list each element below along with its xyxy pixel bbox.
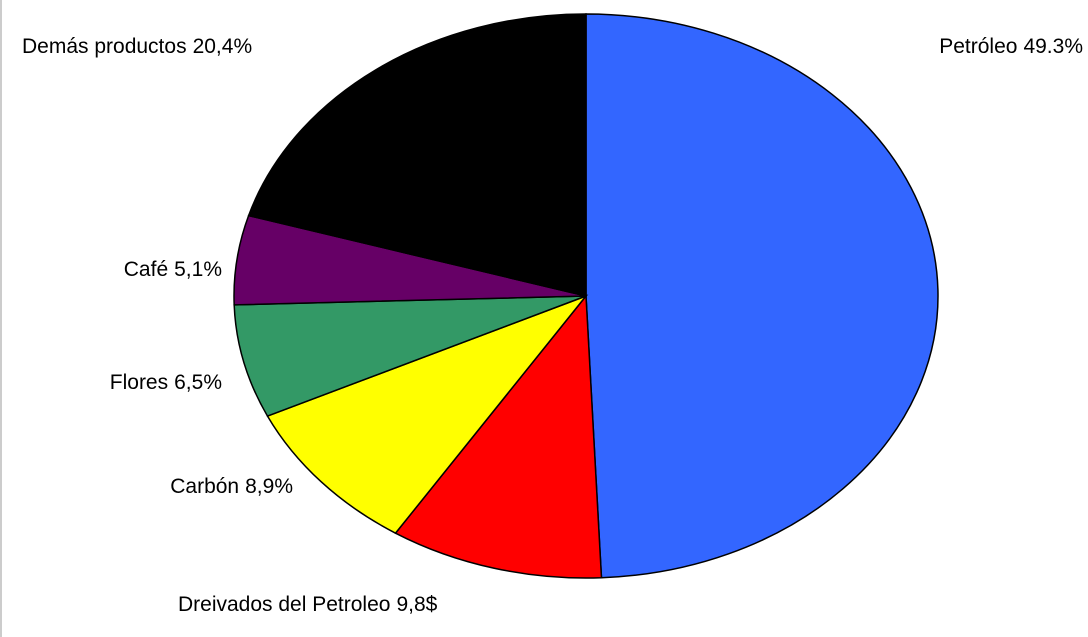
pie-slice [394, 294, 603, 579]
slice-label: Flores 6,5% [110, 371, 222, 394]
slice-label: Petróleo 49.3% [939, 35, 1083, 58]
slice-label: Carbón 8,9% [170, 475, 293, 498]
value-label: 9,8$ [396, 593, 437, 616]
value-label: 5,1% [174, 258, 222, 281]
pie-slice [247, 13, 587, 297]
slice-label: Café 5,1% [124, 258, 222, 281]
pie-slice [266, 294, 589, 535]
value-label: 20,4% [193, 35, 253, 58]
slice-label: Dreivados del Petroleo 9,8$ [178, 593, 438, 616]
slice-label: Demás productos 20,4% [22, 35, 252, 58]
value-label: 49.3% [1023, 35, 1083, 58]
value-label: 8,9% [245, 475, 293, 498]
value-label: 6,5% [174, 371, 222, 394]
category-name: Petróleo [939, 35, 1017, 58]
category-name: Flores [110, 371, 168, 394]
category-name: Dreivados del Petroleo [178, 593, 390, 616]
category-name: Demás productos [22, 35, 187, 58]
pie-slice [233, 295, 587, 417]
pie-slice [585, 13, 939, 579]
category-name: Carbón [170, 475, 239, 498]
category-name: Café [124, 258, 168, 281]
